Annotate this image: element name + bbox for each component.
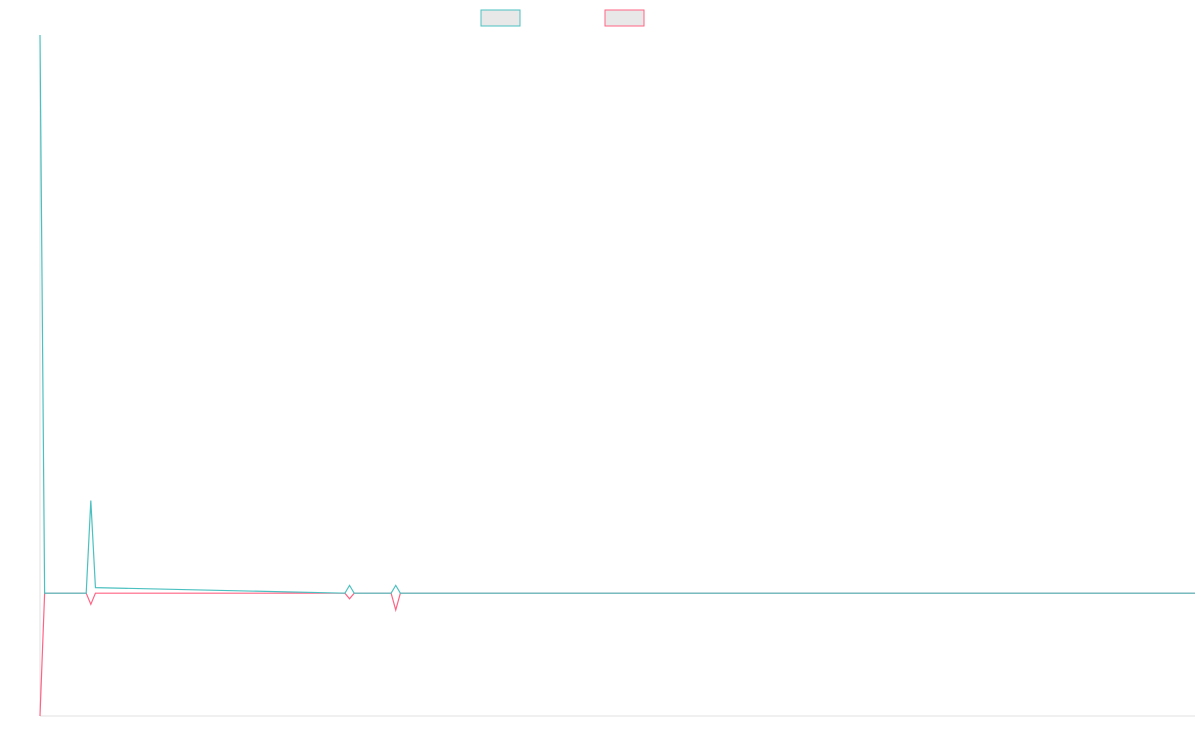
series-line: [39, 592, 1195, 717]
series-line: [39, 34, 1195, 594]
legend-swatch[interactable]: [604, 9, 645, 27]
legend-swatch[interactable]: [480, 9, 521, 27]
